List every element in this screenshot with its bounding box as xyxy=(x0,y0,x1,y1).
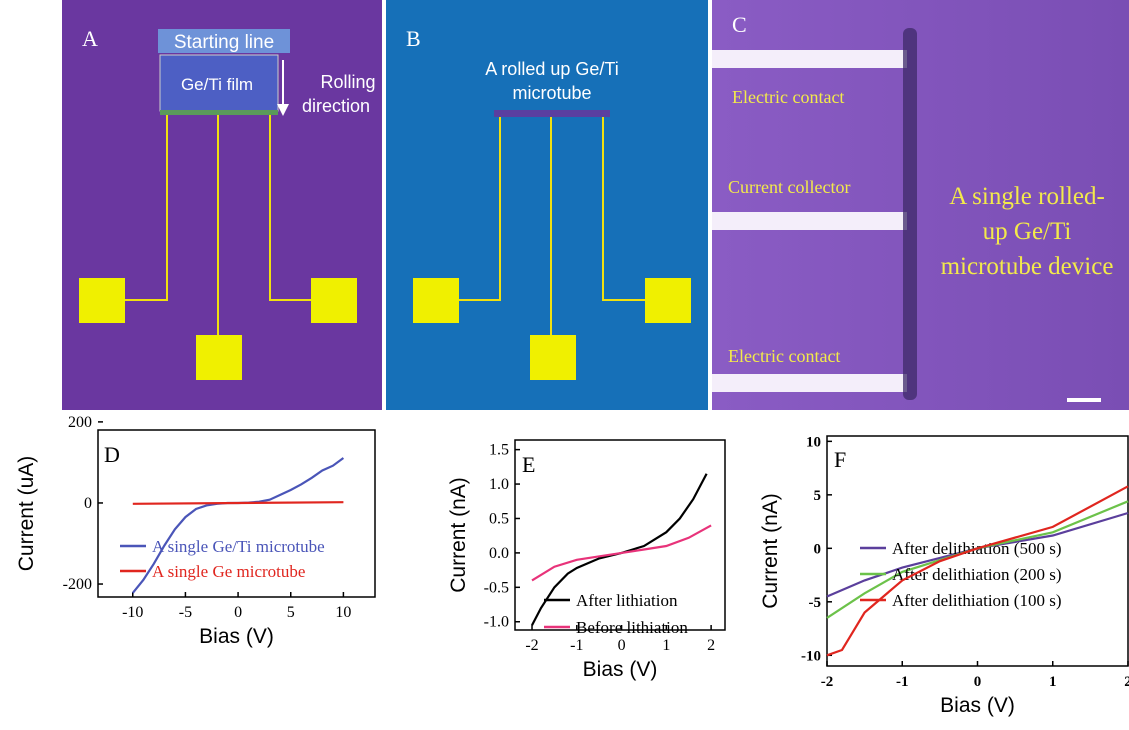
label: Current collector xyxy=(728,177,850,197)
series-line xyxy=(531,524,712,582)
x-tick-label: 1 xyxy=(662,637,670,654)
pad xyxy=(413,278,459,323)
y-tick-label: 1.5 xyxy=(489,442,509,459)
y-tick-label: 0 xyxy=(814,541,822,557)
panel-letter: A xyxy=(82,26,98,51)
series-line xyxy=(826,511,1129,598)
panel-letter: C xyxy=(732,12,747,37)
wire xyxy=(125,115,312,338)
y-tick-label: -5 xyxy=(809,595,822,611)
x-tick-label: -10 xyxy=(122,604,143,621)
x-axis-title: Bias (V) xyxy=(199,625,274,648)
y-tick-label: 1.0 xyxy=(489,476,509,493)
edge xyxy=(160,110,278,115)
label: Electric contact xyxy=(732,87,844,107)
panel-letter: E xyxy=(522,452,535,477)
label: Rolling xyxy=(320,72,375,92)
label: direction xyxy=(302,96,370,116)
label: Electric contact xyxy=(728,346,840,366)
x-tick-label: -1 xyxy=(570,637,583,654)
chart: -2 -1 0 1 2 -1.0 -0.5 0.0 0.5 1.0 1.5 Bias (V) Curre… xyxy=(447,439,726,681)
y-axis-title: Current (nA) xyxy=(759,493,782,609)
y-tick-label: 0.5 xyxy=(489,510,509,527)
microtube xyxy=(903,28,917,400)
pad xyxy=(645,278,691,323)
stripe xyxy=(712,50,907,68)
label: A rolled up Ge/Ti xyxy=(485,59,618,79)
y-tick-label: -10 xyxy=(801,648,821,664)
panel-c: C Electric contact Current collector Ele… xyxy=(712,0,1129,410)
plot-frame xyxy=(514,439,726,631)
x-axis-title: Bias (V) xyxy=(940,694,1015,717)
x-tick-label: -1 xyxy=(896,674,909,690)
x-tick-label: -2 xyxy=(821,674,834,690)
y-axis-title: Current (nA) xyxy=(447,477,470,593)
legend-label: Before lithiation xyxy=(576,618,688,637)
panel-letter: D xyxy=(104,442,120,467)
pad xyxy=(311,278,357,323)
legend-label: After delithiation (200 s) xyxy=(892,565,1062,584)
panel-bg xyxy=(712,0,1129,410)
wire xyxy=(459,117,645,338)
x-tick-label: 10 xyxy=(335,604,351,621)
label: A single rolled- xyxy=(949,183,1105,210)
legend-label: After lithiation xyxy=(576,591,678,610)
y-tick-label: 200 xyxy=(68,414,92,431)
label: up Ge/Ti xyxy=(983,218,1072,245)
y-axis-title: Current (uA) xyxy=(15,456,38,572)
x-tick-label: 1 xyxy=(1049,674,1057,690)
label: microtube device xyxy=(941,253,1114,280)
starting-line xyxy=(158,29,290,53)
panel-b: B A rolled up Ge/Ti microtube xyxy=(386,0,708,410)
x-tick-label: 0 xyxy=(974,674,982,690)
panel-letter: B xyxy=(406,26,421,51)
pad xyxy=(196,335,242,380)
y-tick-label: -200 xyxy=(63,576,92,593)
y-tick-label: 0 xyxy=(84,495,92,512)
scale-bar xyxy=(1067,398,1101,402)
arrow-head xyxy=(277,104,289,116)
pad xyxy=(79,278,125,323)
y-tick-label: 0.0 xyxy=(489,545,509,562)
series-line xyxy=(132,501,344,505)
x-tick-label: 2 xyxy=(1124,674,1129,690)
legend-label: A single Ge microtube xyxy=(152,562,305,581)
y-tick-label: 5 xyxy=(814,488,822,504)
label: Starting line xyxy=(174,32,274,53)
pad xyxy=(530,335,576,380)
plot-frame xyxy=(97,429,376,598)
tube xyxy=(494,110,610,117)
stripe xyxy=(712,212,907,230)
x-tick-label: 2 xyxy=(707,637,715,654)
label: microtube xyxy=(512,83,591,103)
label: Ge/Ti film xyxy=(181,75,253,94)
legend-label: A single Ge/Ti microtube xyxy=(152,537,325,556)
x-axis-title: Bias (V) xyxy=(583,658,658,681)
series-line xyxy=(826,485,1129,657)
stripe xyxy=(712,374,907,392)
y-tick-label: -0.5 xyxy=(484,579,509,596)
panel-letter: F xyxy=(834,447,846,472)
y-tick-label: 10 xyxy=(806,434,821,450)
chart: -10 -5 0 5 10 -200 0 200 Bias (V) Current (uA) D A … xyxy=(15,414,376,648)
x-tick-label: 0 xyxy=(234,604,242,621)
x-tick-label: -5 xyxy=(179,604,192,621)
panel-a: A Starting line Ge/Ti film Rolling direc… xyxy=(62,0,382,410)
x-tick-label: 5 xyxy=(287,604,295,621)
x-tick-label: 0 xyxy=(618,637,626,654)
x-tick-label: -2 xyxy=(525,637,538,654)
legend-label: After delithiation (100 s) xyxy=(892,591,1062,610)
y-tick-label: -1.0 xyxy=(484,614,509,631)
